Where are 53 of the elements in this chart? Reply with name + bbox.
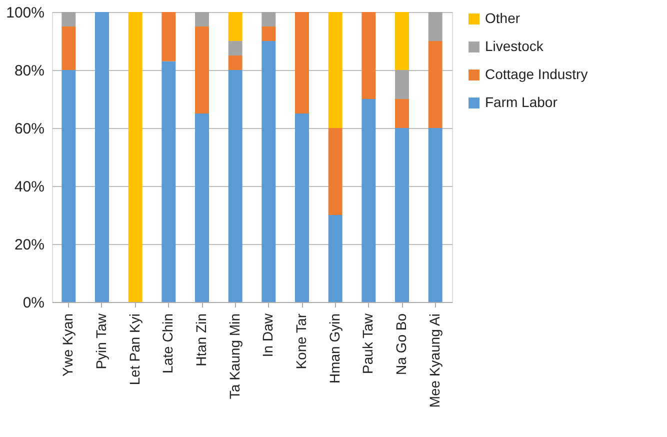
x-tick-label: Hman Gyin (326, 314, 342, 384)
bar (195, 26, 209, 114)
bar (362, 99, 376, 302)
x-tick-label: Kone Tar (293, 313, 309, 370)
x-tick-label: Mee Kyaung Ai (426, 314, 442, 408)
x-tick-label: Ta Kaung Min (226, 314, 242, 400)
bar (262, 12, 276, 26)
bar (328, 215, 342, 302)
y-tick-label: 80% (14, 62, 44, 80)
bar (328, 12, 342, 128)
bar (195, 12, 209, 26)
bar (395, 12, 409, 70)
bar (128, 12, 142, 302)
bar (62, 26, 76, 70)
y-tick-label: 40% (14, 178, 44, 196)
bar (295, 12, 309, 114)
bar (428, 128, 442, 302)
x-tick-label: Let Pan Kyi (126, 314, 142, 386)
y-tick-label: 100% (6, 4, 44, 22)
legend-label: Farm Labor (485, 94, 558, 110)
bar (162, 12, 176, 62)
bar (395, 128, 409, 302)
bar (428, 12, 442, 41)
x-tick-label: Htan Zin (193, 314, 209, 366)
bar (162, 61, 176, 302)
bar (428, 41, 442, 128)
bar (228, 70, 242, 302)
bar (262, 41, 276, 302)
y-tick-label: 20% (14, 236, 44, 254)
bar (228, 12, 242, 41)
legend-label: Cottage Industry (485, 66, 588, 82)
x-tick-label: In Daw (260, 312, 276, 358)
bar (262, 26, 276, 41)
x-tick-label: Ywe Kyan (60, 314, 76, 377)
y-tick-label: 60% (14, 120, 44, 138)
bar (228, 41, 242, 56)
bar (295, 114, 309, 302)
bar (195, 114, 209, 302)
legend-label: Other (485, 10, 520, 26)
bar (62, 12, 76, 26)
bar (395, 99, 409, 128)
legend-label: Livestock (485, 38, 544, 54)
x-tick-label: Na Go Bo (393, 313, 409, 375)
bar (362, 12, 376, 99)
x-tick-label: Pyin Taw (93, 312, 109, 370)
bar (95, 12, 109, 302)
x-tick-label: Pauk Taw (360, 312, 376, 374)
bar (228, 56, 242, 70)
y-tick-label: 0% (22, 294, 44, 312)
x-tick-label: Late Chin (160, 314, 176, 374)
bar (328, 128, 342, 215)
bar (62, 70, 76, 302)
bar (395, 70, 409, 99)
